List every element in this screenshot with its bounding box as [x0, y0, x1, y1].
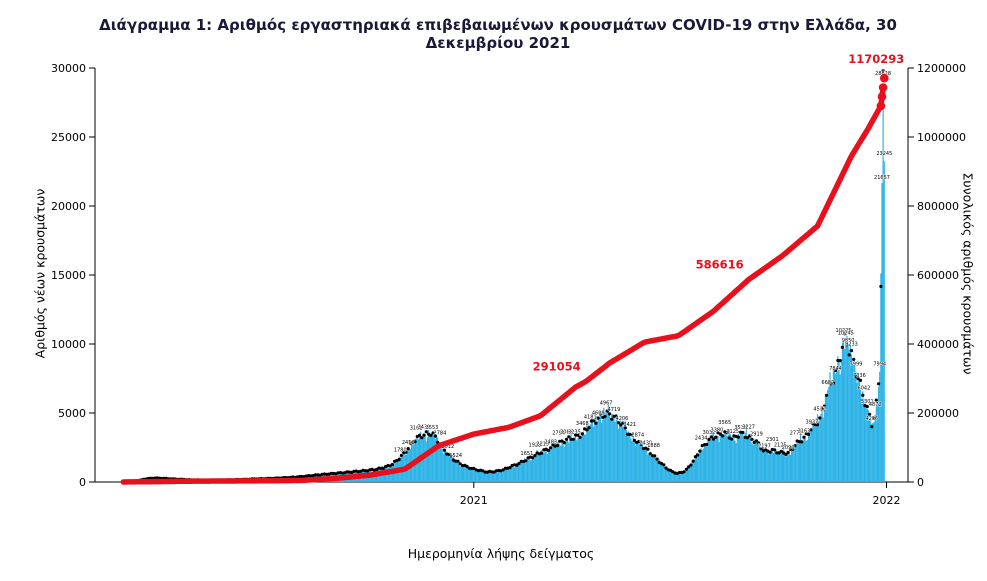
bar-value-label: 23245	[876, 151, 892, 157]
bar-value-label: 7999	[850, 362, 863, 368]
axes	[89, 67, 914, 488]
bar-value-label: 3438	[418, 425, 431, 431]
bar-value-label: 3565	[718, 420, 731, 426]
bar-value-label: 3937	[806, 420, 819, 426]
bar-value-label: 9233	[845, 342, 858, 348]
bar-value-label: 10245	[838, 331, 854, 337]
x-axis-tick: 2022	[873, 494, 901, 507]
bar-value-label: 6682	[821, 380, 834, 386]
daily-cases-bars	[122, 84, 885, 483]
bar-value-label: 2434	[695, 435, 708, 441]
bar-value-label: 2430	[639, 441, 652, 447]
bar-value-label: 6042	[858, 386, 871, 392]
bar-value-label: 4512	[813, 407, 826, 413]
bar-value-label: 3421	[623, 422, 636, 428]
bar-value-label: 7994	[873, 362, 886, 368]
right-axis-tick: 400000	[917, 338, 959, 351]
cumulative-end-dot	[877, 92, 887, 101]
right-axis-tick: 200000	[917, 407, 959, 420]
milestone-label: 586616	[696, 258, 744, 272]
bar-value-label: 2012	[441, 444, 454, 450]
left-axis-tick: 20000	[51, 200, 86, 213]
bar-value-label: 1923	[529, 443, 542, 449]
bar-value-label: 3468	[576, 421, 589, 427]
milestone-labels: 291054 586616 1170293	[533, 52, 905, 373]
bar-value-label: 3553	[426, 425, 439, 431]
bar-value-label: 4719	[608, 407, 621, 413]
bar-value-label: 4181	[584, 414, 597, 420]
cumulative-cases-line	[120, 73, 889, 485]
y-axis-left-label: Αριθμός νέων κρουσμάτων	[32, 188, 48, 359]
bar-value-label: 2215	[536, 441, 549, 447]
axis-tick-labels: 0 5000 10000 15000 20000 25000 30000 0 200000 400…	[51, 62, 966, 507]
right-axis-tick: 600000	[917, 269, 959, 282]
smoothed-cases-dots	[123, 69, 885, 484]
bar-value-label: 3032	[703, 430, 716, 436]
bar-value-label: 4206	[616, 416, 629, 422]
bar-value-label: 3083	[560, 430, 573, 436]
bar-value-label: 2125	[774, 443, 787, 449]
cumulative-end-dot	[878, 83, 888, 92]
left-axis-tick: 5000	[58, 407, 86, 420]
bar-value-label: 7844	[829, 366, 842, 372]
bar-value-label: 3163	[798, 428, 811, 434]
bar-value-label: 2874	[631, 432, 644, 438]
bar-value-label: 10225	[836, 328, 852, 334]
left-axis-tick: 30000	[51, 62, 86, 75]
bar-value-label: 3235	[568, 429, 581, 435]
bar-value-label: 2919	[750, 432, 763, 438]
bar-value-label: 4872	[869, 402, 882, 408]
bar-value-label: 5301	[861, 399, 874, 405]
bar-value-label: 2784	[434, 431, 447, 437]
bar-value-label: 7336	[853, 373, 866, 379]
bar-value-label: 9850	[842, 338, 855, 344]
bar-value-label: 1524	[449, 453, 462, 459]
bar-value-label: 2772	[790, 431, 803, 437]
y-axis-right-label: Συνολικός αριθμός κρουσμάτων	[960, 172, 976, 375]
x-axis-label: Ημερομηνία λήψης δείγματος	[407, 546, 595, 561]
bar-value-label: 2301	[766, 437, 779, 443]
right-axis-tick: 800000	[917, 200, 959, 213]
x-axis-tick: 2021	[460, 494, 488, 507]
bar-value-label: 3161	[410, 425, 423, 431]
left-axis-tick: 10000	[51, 338, 86, 351]
bar-value-label: 3125	[726, 429, 739, 435]
left-axis-tick: 0	[79, 476, 86, 489]
left-axis-tick: 25000	[51, 131, 86, 144]
left-axis-tick: 15000	[51, 269, 86, 282]
bar-value-label: 1651	[521, 451, 534, 457]
bar-value-label: 2483	[544, 440, 557, 446]
bar-value-label: 2452	[402, 440, 415, 446]
bar-value-label: 2794	[552, 430, 565, 436]
bar-value-label: 4206	[865, 416, 878, 422]
bar-value-label: 2197	[758, 444, 771, 450]
bar-value-label: 3538	[734, 425, 747, 431]
bar-value-label: 1888	[647, 443, 660, 449]
right-axis-tick: 1000000	[917, 131, 966, 144]
bar-value-label: 21657	[874, 175, 890, 181]
milestone-label: 1170293	[848, 52, 904, 66]
bar-value-label: 4967	[600, 401, 613, 407]
right-axis-tick: 0	[917, 476, 924, 489]
chart-title: Διάγραμμα 1: Αριθμός εργαστηριακά επιβεβ…	[99, 16, 897, 52]
right-axis-tick: 1200000	[917, 62, 966, 75]
cumulative-end-dot	[880, 73, 889, 83]
cumulative-end-dot	[876, 101, 886, 111]
bar-value-label: 3380	[711, 427, 724, 433]
milestone-label: 291054	[533, 360, 581, 374]
bar-value-label: 1780	[394, 447, 407, 453]
bar-value-label: 2090	[782, 445, 795, 451]
bar-value-label: 4608	[592, 410, 605, 416]
bar-value-label: 3227	[742, 425, 755, 431]
